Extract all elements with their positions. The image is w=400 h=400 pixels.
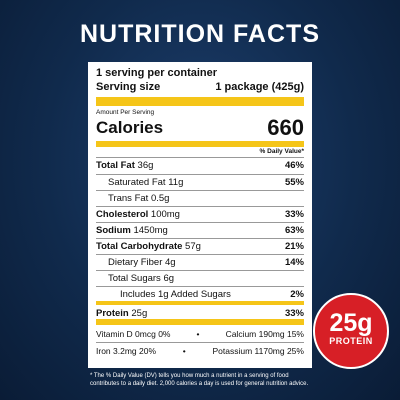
bullet: •: [196, 329, 200, 339]
nutrient-name: Cholesterol: [96, 209, 149, 220]
amount-per-serving: Amount Per Serving: [96, 109, 155, 116]
nutrient-dv: 63%: [284, 225, 304, 236]
nutrient-left: Includes 1g Added Sugars: [96, 289, 231, 300]
title: NUTRITION FACTS: [80, 20, 320, 48]
serving-size-label: Serving size: [96, 81, 161, 93]
nutrient-row: Trans Fat 0.5g: [96, 190, 304, 206]
nutrient-row: Includes 1g Added Sugars 2%: [96, 286, 304, 302]
nutrient-amount: 6g: [163, 273, 175, 284]
nutrient-row: Dietary Fiber 4g 14%: [96, 254, 304, 270]
servings: 1 serving per container: [96, 67, 218, 79]
calories-value: 660: [267, 115, 304, 140]
nutrient-name: Dietary Fiber: [108, 257, 163, 268]
serving-size: Serving size 1 package (425g): [96, 81, 304, 93]
nutrient-dv: 55%: [284, 177, 304, 188]
nutrient-amount: 0.5g: [150, 193, 170, 204]
nutrition-label: 1 serving per container Serving size 1 p…: [88, 62, 312, 368]
nutrient-name: Includes 1g Added Sugars: [120, 289, 231, 300]
vitamin: Potassium 1170mg 25%: [212, 345, 304, 356]
nutrient-amount: 57g: [185, 241, 201, 252]
nutrient-name: Total Fat: [96, 160, 135, 171]
nutrient-amount: 1450mg: [133, 225, 168, 236]
nutrient-left: Protein 25g: [96, 308, 147, 319]
nutrient-dv: 46%: [284, 160, 304, 171]
nutrient-amount: 11g: [168, 177, 184, 188]
nutrient-amount: 100mg: [150, 209, 180, 220]
divider: [96, 301, 304, 305]
nutrient-name: Saturated Fat: [108, 177, 166, 188]
nutrient-row: Cholesterol 100mg 33%: [96, 206, 304, 222]
nutrient-name: Trans Fat: [108, 193, 149, 204]
nutrient-amount: 25g: [131, 307, 148, 319]
vitamin-row: Iron 3.2mg 20% • Potassium 1170mg 25%: [96, 342, 304, 358]
calories-label: Calories: [96, 118, 164, 137]
vitamin: Vitamin D 0mcg 0%: [96, 329, 171, 339]
nutrient-dv: 21%: [284, 241, 304, 252]
bullet: •: [182, 345, 186, 356]
vitamin: Iron 3.2mg 20%: [96, 345, 157, 356]
protein-badge: 25g PROTEIN: [313, 293, 389, 369]
nutrient-row: Protein 25g 33%: [96, 305, 304, 321]
nutrient-left: Total Fat 36g: [96, 160, 153, 171]
serving-size-value: 1 package (425g): [215, 81, 304, 93]
nutrient-row: Total Carbohydrate 57g 21%: [96, 238, 304, 254]
nutrient-left: Total Sugars 6g: [96, 273, 174, 284]
nutrient-left: Total Carbohydrate 57g: [96, 241, 201, 252]
nutrient-name: Total Sugars: [108, 273, 161, 284]
divider: [96, 97, 304, 106]
nutrient-name: Protein: [96, 307, 129, 319]
nutrient-amount: 36g: [137, 160, 154, 171]
nutrient-row: Total Fat 36g 46%: [96, 157, 304, 173]
nutrient-dv: 33%: [284, 307, 304, 319]
nutrient-amount: 4g: [165, 257, 176, 268]
calories: Calories 660: [96, 115, 304, 140]
vitamin-row: Vitamin D 0mcg 0% • Calcium 190mg 15%: [96, 326, 304, 342]
nutrient-left: Dietary Fiber 4g: [96, 257, 176, 268]
nutrient-name: Total Carbohydrate: [96, 241, 183, 252]
nutrient-dv: 14%: [284, 257, 304, 268]
nutrient-name: Sodium: [96, 225, 131, 236]
nutrient-row: Saturated Fat 11g 55%: [96, 174, 304, 190]
nutrient-left: Cholesterol 100mg: [96, 209, 180, 220]
nutrient-left: Trans Fat 0.5g: [96, 193, 169, 204]
nutrient-left: Sodium 1450mg: [96, 225, 168, 236]
nutrient-dv: 33%: [284, 209, 304, 220]
divider: [96, 141, 304, 147]
daily-value-header: % Daily Value*: [259, 148, 304, 155]
nutrient-left: Saturated Fat 11g: [96, 177, 183, 188]
vitamin: Calcium 190mg 15%: [225, 329, 304, 339]
badge-label: PROTEIN: [329, 336, 373, 346]
badge-amount: 25g: [329, 309, 373, 337]
divider: [96, 319, 304, 325]
nutrient-dv: 2%: [290, 289, 304, 300]
footnote: * The % Daily Value (DV) tells you how m…: [90, 373, 309, 387]
nutrient-row: Total Sugars 6g: [96, 270, 304, 286]
nutrient-row: Sodium 1450mg 63%: [96, 222, 304, 238]
